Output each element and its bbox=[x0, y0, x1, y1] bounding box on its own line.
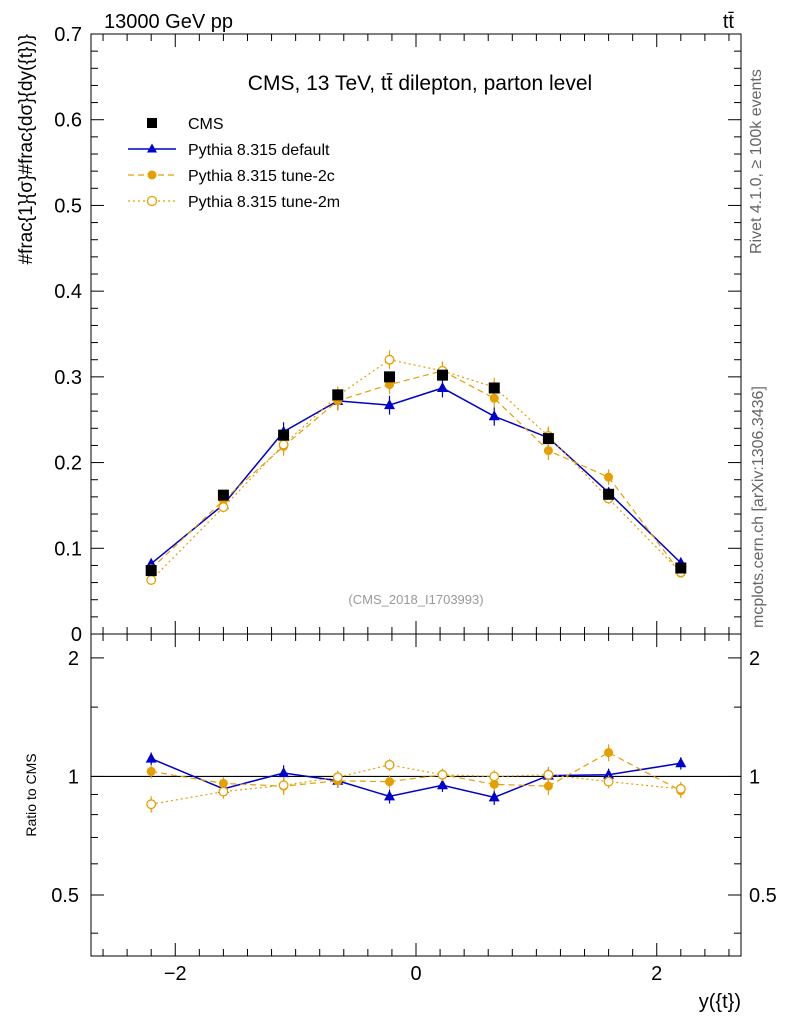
data-point-cms bbox=[384, 371, 396, 383]
analysis-watermark: (CMS_2018_I1703993) bbox=[348, 592, 483, 607]
y-tick-label: 0.3 bbox=[54, 367, 82, 389]
ratio-point-pythia-8-315-tune-2m bbox=[603, 776, 614, 787]
data-point-pythia-8-315-default bbox=[436, 382, 448, 392]
chart-title: CMS, 13 TeV, tt̄ dilepton, parton level bbox=[248, 72, 592, 95]
ratio-point-pythia-8-315-tune-2m bbox=[278, 780, 289, 791]
ratio-point-pythia-8-315-tune-2m bbox=[675, 783, 686, 794]
ratio-axis-label: Ratio to CMS bbox=[23, 753, 39, 836]
data-point-cms bbox=[217, 489, 229, 501]
legend-label-cms: CMS bbox=[188, 116, 224, 133]
ratio-point-pythia-8-315-tune-2m bbox=[384, 759, 395, 770]
ratio-line-pythia-8-315-default bbox=[150, 757, 681, 799]
data-point-cms bbox=[675, 562, 687, 574]
data-series bbox=[145, 350, 687, 585]
data-point-cms bbox=[488, 382, 500, 394]
ratio-line-pythia-8-315-tune-2c bbox=[151, 751, 682, 792]
ratio-point-pythia-8-315-tune-2c bbox=[604, 748, 614, 758]
ratio-tick-label: 2 bbox=[68, 648, 79, 670]
y-tick-label: 0.1 bbox=[54, 538, 82, 560]
ratio-point-pythia-8-315-tune-2c bbox=[543, 781, 553, 791]
x-tick-label: 2 bbox=[651, 963, 662, 985]
ratio-line-pythia-8-315-tune-2m bbox=[151, 764, 681, 805]
data-point-pythia-8-315-tune-2m bbox=[384, 354, 395, 365]
ratio-point-pythia-8-315-tune-2m bbox=[489, 771, 500, 782]
ratio-point-pythia-8-315-tune-2c bbox=[218, 778, 228, 788]
data-point-cms bbox=[542, 433, 554, 445]
ratio-tick-label: 0.5 bbox=[51, 885, 79, 907]
ratio-point-pythia-8-315-tune-2m bbox=[146, 799, 157, 810]
data-point-cms bbox=[436, 369, 448, 381]
data-point-pythia-8-315-tune-2m bbox=[278, 439, 289, 450]
y-axis-label: #frac{1}{σ}#frac{dσ}{dy({t})} bbox=[16, 34, 37, 265]
x-tick-label: −2 bbox=[164, 963, 187, 985]
y-tick-label: 0.4 bbox=[54, 281, 82, 303]
ratio-point-pythia-8-315-default bbox=[384, 790, 396, 801]
axis-ticks: −2 0 200.10.20.30.40.50.60.70.5 0.51 12 2 bbox=[51, 24, 777, 985]
legend-label-tune2c: Pythia 8.315 tune-2c bbox=[188, 168, 335, 185]
x-tick-label: 0 bbox=[410, 963, 421, 985]
ratio-tick-label: 1 bbox=[68, 766, 79, 788]
data-point-pythia-8-315-tune-2m bbox=[218, 502, 229, 513]
ratio-tick-label-right: 1 bbox=[749, 766, 760, 788]
ratio-point-pythia-8-315-tune-2c bbox=[146, 766, 156, 776]
ratio-point-pythia-8-315-default bbox=[145, 752, 157, 763]
data-point-pythia-8-315-tune-2c bbox=[489, 393, 499, 403]
y-tick-label: 0.7 bbox=[54, 24, 82, 46]
rivet-version-label: Rivet 4.1.0, ≥ 100k events bbox=[748, 69, 765, 254]
ratio-tick-label-right: 2 bbox=[749, 648, 760, 670]
ratio-point-pythia-8-315-tune-2m bbox=[543, 769, 554, 780]
series-line-pythia-8-315-tune-2c bbox=[150, 370, 682, 574]
legend-marker-cms bbox=[147, 118, 157, 128]
ratio-point-pythia-8-315-tune-2c bbox=[489, 779, 499, 789]
ratio-point-pythia-8-315-default bbox=[488, 791, 500, 802]
y-tick-label: 0.5 bbox=[54, 195, 82, 217]
process-label: tt̄ bbox=[723, 11, 735, 33]
energy-label: 13000 GeV pp bbox=[104, 11, 233, 33]
legend-marker-default bbox=[147, 143, 157, 153]
data-point-cms bbox=[278, 429, 290, 441]
data-point-pythia-8-315-default bbox=[384, 399, 396, 410]
legend-label-tune2m: Pythia 8.315 tune-2m bbox=[188, 194, 340, 211]
legend-marker-tune2m bbox=[146, 195, 158, 207]
ratio-point-pythia-8-315-tune-2m bbox=[332, 772, 343, 783]
data-point-pythia-8-315-default bbox=[488, 410, 500, 421]
x-axis-label: y({t}) bbox=[699, 991, 741, 1013]
ratio-point-pythia-8-315-default bbox=[603, 768, 615, 779]
y-tick-label: 0 bbox=[71, 624, 82, 646]
ratio-point-pythia-8-315-tune-2c bbox=[385, 777, 395, 787]
legend: CMS Pythia 8.315 default Pythia 8.315 tu… bbox=[128, 116, 340, 211]
ratio-point-pythia-8-315-tune-2m bbox=[218, 786, 229, 797]
legend-marker-tune2c bbox=[147, 170, 157, 180]
ratio-point-pythia-8-315-default bbox=[436, 779, 448, 790]
ratio-point-pythia-8-315-default bbox=[675, 757, 687, 768]
ratio-panel-frame bbox=[90, 633, 742, 957]
data-point-pythia-8-315-tune-2c bbox=[604, 472, 614, 482]
data-point-cms bbox=[603, 488, 615, 500]
ratio-series bbox=[145, 744, 687, 813]
data-point-cms bbox=[332, 389, 344, 401]
series-line-pythia-8-315-tune-2m bbox=[150, 359, 682, 581]
data-point-pythia-8-315-tune-2m bbox=[146, 575, 157, 585]
y-tick-label: 0.2 bbox=[54, 453, 82, 475]
data-point-cms bbox=[145, 565, 157, 577]
y-tick-label: 0.6 bbox=[54, 110, 82, 132]
data-point-pythia-8-315-tune-2c bbox=[543, 446, 553, 456]
legend-label-default: Pythia 8.315 default bbox=[188, 142, 330, 159]
ratio-tick-label-right: 0.5 bbox=[749, 885, 777, 907]
ratio-point-pythia-8-315-tune-2m bbox=[437, 769, 448, 780]
ratio-point-pythia-8-315-default bbox=[278, 767, 290, 778]
mcplots-label: mcplots.cern.ch [arXiv:1306.3436] bbox=[750, 386, 767, 628]
series-line-pythia-8-315-default bbox=[150, 387, 682, 565]
